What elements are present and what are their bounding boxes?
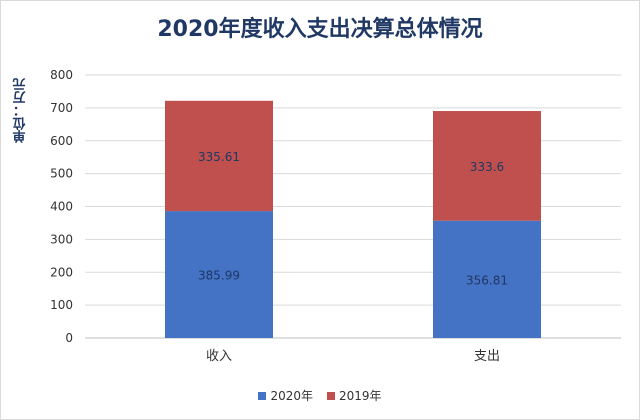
y-tick-label: 400 — [50, 200, 73, 214]
data-label: 335.61 — [198, 150, 240, 164]
data-label: 333.6 — [470, 160, 504, 174]
x-tick-label: 收入 — [206, 349, 232, 364]
legend-label-2019: 2019年 — [339, 389, 382, 403]
legend-label-2020: 2020年 — [270, 389, 313, 403]
legend-swatch-2020 — [258, 391, 267, 400]
legend-item-2019: 2019年 — [327, 387, 382, 404]
y-tick-label: 600 — [50, 134, 73, 148]
bar-收入-2020年 — [165, 211, 273, 338]
x-tick-label: 支出 — [474, 349, 500, 364]
chart-title: 2020年度收入支出决算总体情况 — [157, 17, 483, 42]
y-tick-label: 700 — [50, 101, 73, 115]
bar-支出-2020年 — [433, 220, 541, 338]
legend: 2020年 2019年 — [1, 387, 639, 404]
legend-swatch-2019 — [327, 391, 335, 400]
data-label: 385.99 — [198, 269, 240, 283]
data-label: 356.81 — [466, 273, 508, 287]
y-tick-label: 100 — [50, 298, 73, 312]
y-tick-label: 800 — [50, 68, 73, 82]
bar-收入-2019年 — [165, 100, 273, 212]
bar-支出-2019年 — [433, 111, 541, 221]
y-tick-label: 0 — [65, 331, 73, 345]
y-tick-label: 300 — [50, 232, 73, 246]
y-tick-label: 500 — [50, 167, 73, 181]
legend-item-2020: 2020年 — [258, 387, 313, 404]
y-tick-label: 200 — [50, 265, 73, 279]
